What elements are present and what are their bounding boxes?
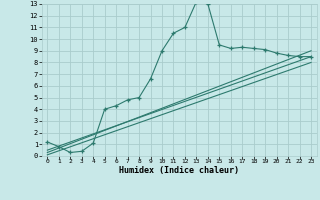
X-axis label: Humidex (Indice chaleur): Humidex (Indice chaleur) bbox=[119, 166, 239, 175]
